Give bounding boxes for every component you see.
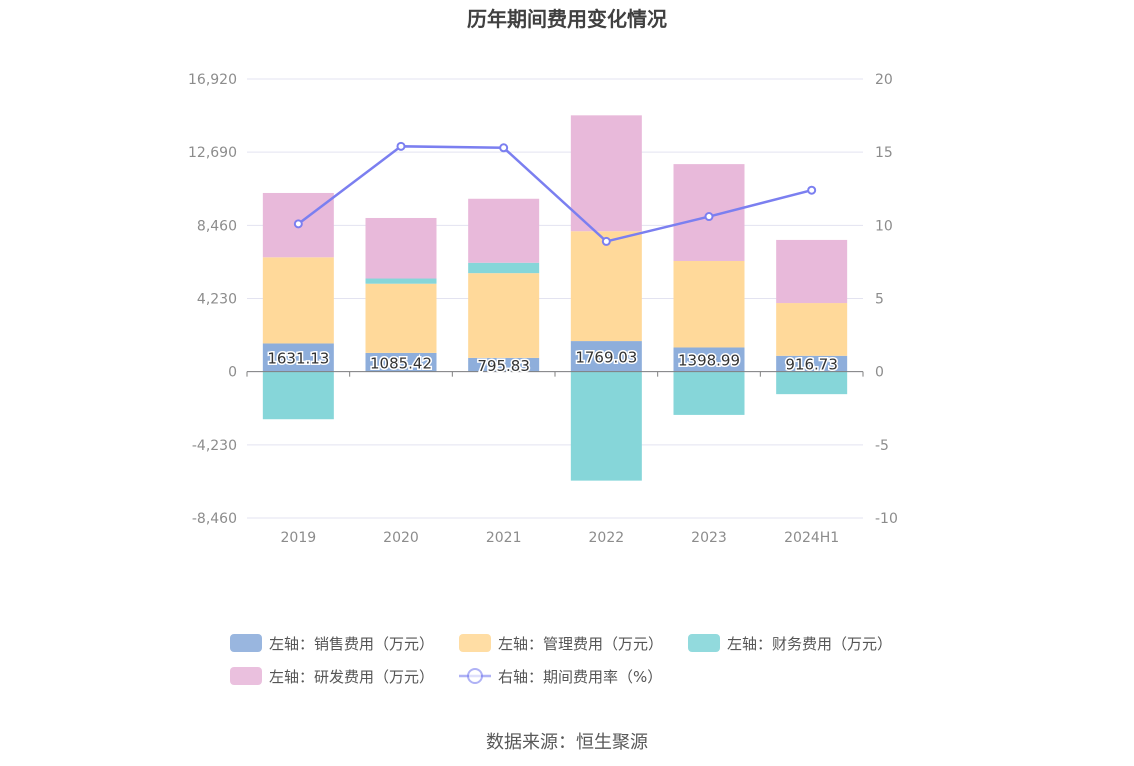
x-tick-label: 2024H1 (784, 530, 839, 546)
sales-data-label: 795.83 (477, 357, 530, 375)
right-tick-label: 20 (875, 72, 893, 88)
rate-line-path (297, 145, 812, 243)
bar-segment (570, 115, 642, 232)
left-tick-label: 12,690 (188, 145, 237, 161)
right-tick-label: 10 (875, 218, 893, 234)
right-tick-label: 5 (875, 292, 884, 308)
left-tick-label: 0 (228, 365, 237, 381)
rate-point (396, 141, 406, 151)
legend-circle-icon (467, 668, 483, 684)
chart-title: 历年期间费用变化情况 (467, 7, 667, 31)
left-tick-label: -4,230 (192, 438, 237, 454)
bar-segment (673, 371, 745, 415)
legend: 左轴：销售费用（万元） 左轴：管理费用（万元） 左轴：财务费用（万元） 左轴：研发费用… (230, 634, 892, 686)
axes: 16,920 20 12,690 15 8,460 10 4,230 5 0 0 -4,230 -5 -… (188, 72, 898, 546)
rate-point (807, 185, 817, 195)
bar-segment (365, 283, 437, 353)
right-tick-label: 15 (875, 145, 893, 161)
x-tick-label: 2023 (691, 530, 727, 546)
legend-label: 左轴：销售费用（万元） (269, 635, 434, 653)
bars (262, 115, 848, 481)
bar-segment (365, 278, 437, 284)
sales-data-label: 1631.13 (267, 350, 329, 368)
left-tick-label: 4,230 (197, 292, 237, 308)
rate-point (499, 143, 509, 153)
sales-data-label: 1085.42 (370, 354, 432, 372)
x-tick-label: 2021 (486, 530, 522, 546)
rate-point (704, 212, 714, 222)
right-tick-label: -5 (875, 438, 889, 454)
legend-label: 左轴：财务费用（万元） (727, 635, 892, 653)
bar-segment (776, 239, 848, 304)
data-labels: 1631.13 1085.42 795.83 1769.03 1398.99 916.73 (266, 347, 840, 376)
bar-segment (673, 260, 745, 348)
bar-segment (262, 371, 334, 420)
bar-segment (570, 371, 642, 481)
sales-data-label: 916.73 (785, 356, 838, 374)
legend-label: 左轴：研发费用（万元） (269, 668, 434, 686)
legend-swatch (230, 667, 262, 685)
bar-segment (365, 217, 437, 279)
grid (247, 78, 863, 519)
left-tick-label: -8,460 (192, 511, 237, 527)
right-tick-label: -10 (875, 511, 898, 527)
bar-segment (776, 355, 848, 372)
bar-segment (570, 341, 642, 372)
bar-segment (262, 343, 334, 372)
x-tick-label: 2019 (281, 530, 317, 546)
x-tick-label: 2020 (383, 530, 419, 546)
source-text: 数据来源：恒生聚源 (486, 732, 648, 753)
legend-swatch (230, 634, 262, 652)
bar-segment (468, 198, 540, 263)
right-tick-label: 0 (875, 365, 884, 381)
left-tick-label: 16,920 (188, 72, 237, 88)
x-tick-label: 2022 (589, 530, 625, 546)
bar-segment (776, 371, 848, 395)
bar-segment (365, 352, 437, 372)
bar-segment (673, 347, 745, 372)
left-tick-label: 8,460 (197, 218, 237, 234)
rate-point (293, 219, 303, 229)
bar-segment (468, 273, 540, 358)
legend-label: 左轴：管理费用（万元） (498, 635, 663, 653)
bar-segment (570, 231, 642, 342)
bar-segment (262, 257, 334, 344)
rate-point (601, 236, 611, 246)
bar-segment (468, 262, 540, 274)
legend-label: 右轴：期间费用率（%） (498, 668, 662, 686)
legend-swatch (688, 634, 720, 652)
bar-segment (468, 357, 540, 372)
bar-segment (776, 303, 848, 356)
sales-data-label: 1398.99 (678, 352, 740, 370)
rate-line (293, 141, 817, 246)
legend-swatch (459, 634, 491, 652)
sales-data-label: 1769.03 (575, 348, 637, 366)
